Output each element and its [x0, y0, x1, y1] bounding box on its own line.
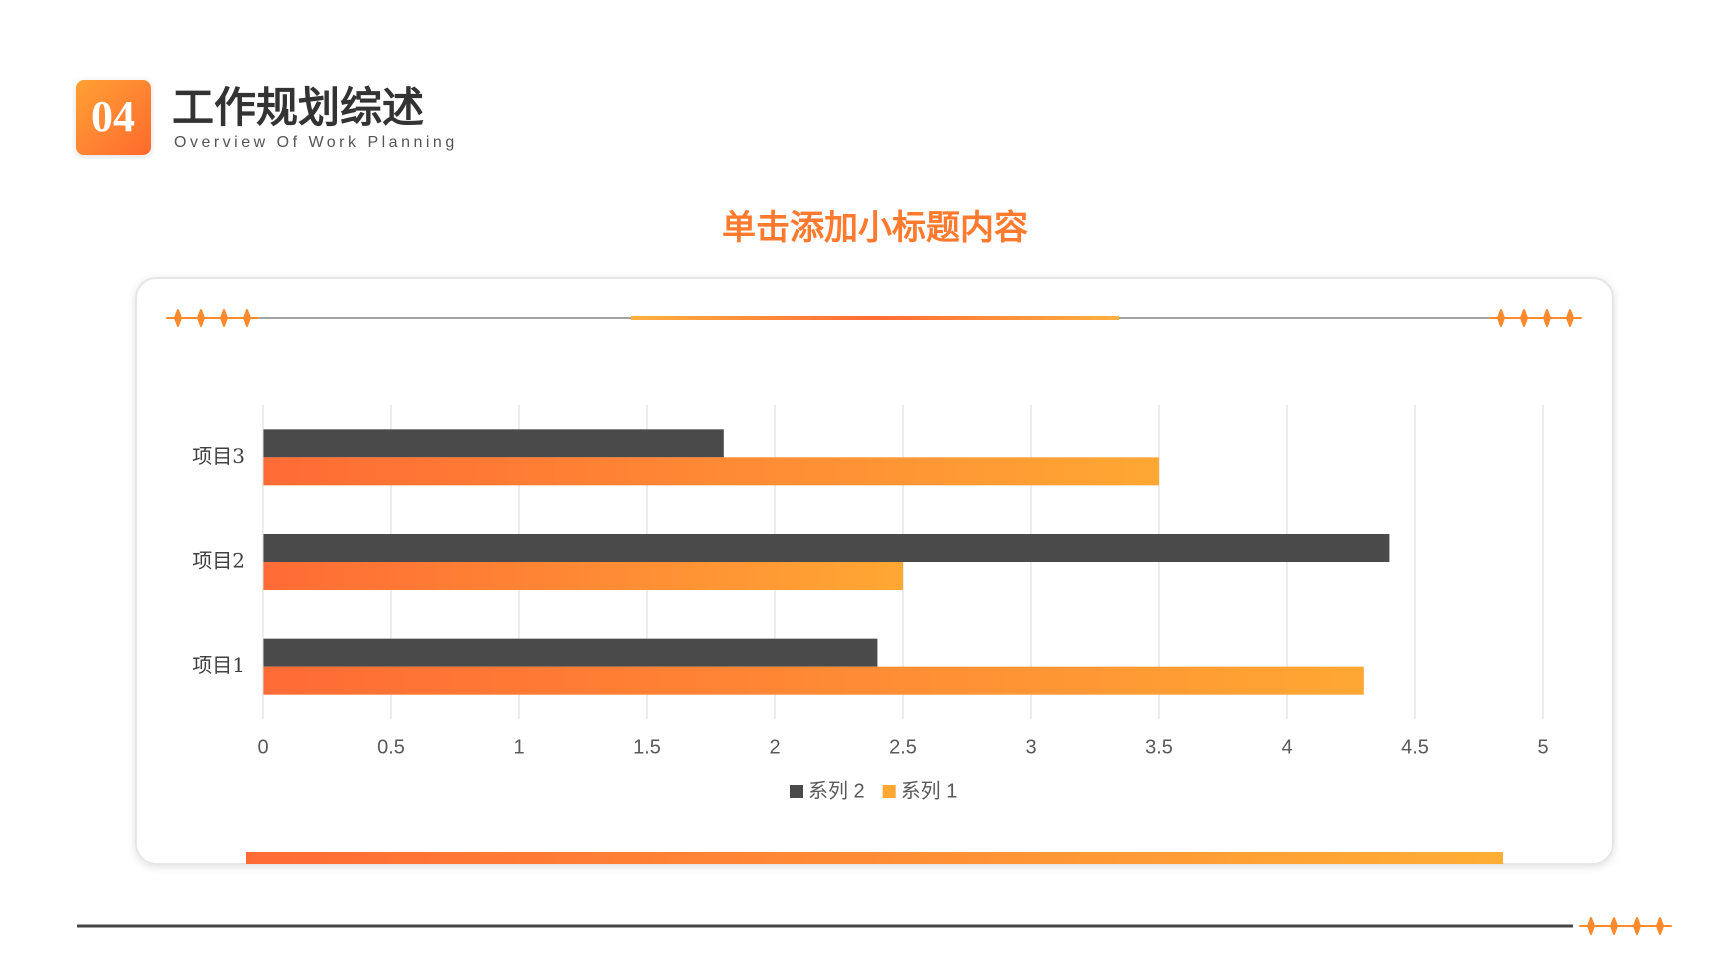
x-tick-label: 3	[1025, 736, 1036, 758]
legend-swatch	[882, 785, 896, 798]
stars-right	[1489, 309, 1582, 327]
page-title: 工作规划综述	[172, 83, 424, 132]
x-tick-label: 4.5	[1401, 736, 1429, 758]
badge-number: 04	[91, 92, 135, 141]
bar	[263, 534, 1390, 562]
stars-footer	[1579, 917, 1672, 935]
card-bottom-bar	[246, 852, 1503, 864]
legend-swatch	[790, 785, 803, 798]
y-tick-label: 项目3	[192, 444, 245, 468]
badge	[76, 80, 151, 155]
bar	[263, 457, 1159, 486]
x-tick-label: 1	[513, 736, 524, 758]
divider-accent	[631, 316, 1119, 320]
x-tick-label: 1.5	[633, 736, 661, 758]
stars-left	[166, 309, 259, 327]
y-tick-label: 项目1	[192, 653, 245, 677]
page-subtitle: Overview Of Work Planning	[174, 134, 458, 151]
legend-label: 系列 1	[901, 779, 958, 802]
bar	[263, 429, 724, 458]
y-tick-label: 项目2	[192, 549, 245, 573]
bar	[263, 638, 878, 667]
x-tick-label: 0.5	[377, 736, 405, 758]
x-tick-label: 0	[257, 736, 268, 758]
x-tick-label: 4	[1281, 736, 1292, 758]
x-tick-label: 2.5	[889, 736, 917, 758]
chart-title: 单击添加小标题内容	[722, 208, 1028, 248]
bar	[263, 562, 903, 590]
legend-label: 系列 2	[808, 779, 865, 802]
x-tick-label: 3.5	[1145, 736, 1173, 758]
x-tick-label: 2	[769, 736, 780, 758]
bar	[263, 666, 1364, 695]
plot: 0 0.5 1 1.5 2 2.5 3 3.5 4 4.5 5 项目1 项目2 项目3 系列 2 系列 1	[192, 405, 1549, 802]
x-tick-label: 5	[1537, 736, 1548, 758]
